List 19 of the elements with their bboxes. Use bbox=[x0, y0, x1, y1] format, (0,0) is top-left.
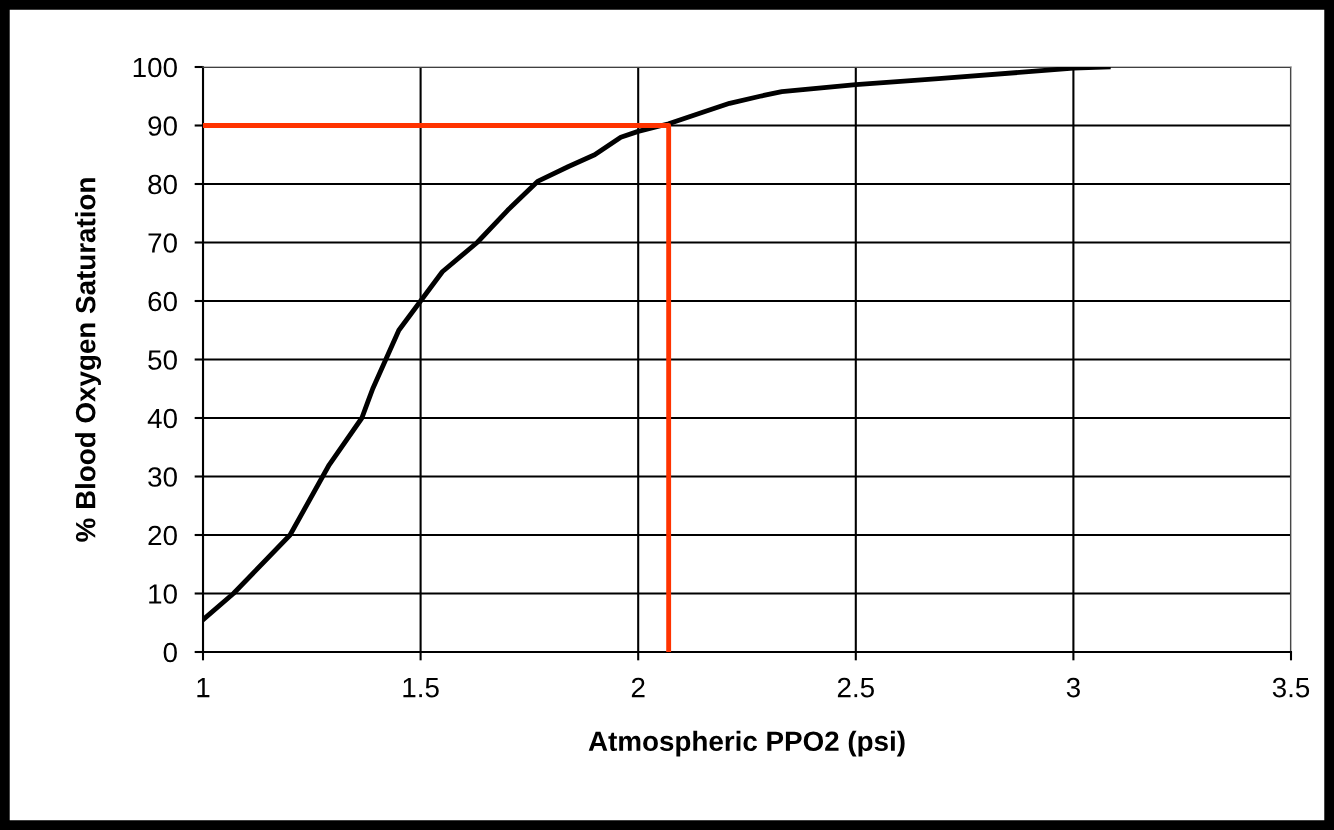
y-tick-label: 0 bbox=[163, 642, 177, 663]
y-tick-label: 90 bbox=[148, 116, 177, 136]
y-tick-label: 100 bbox=[133, 57, 177, 78]
x-tick-label: 1 bbox=[197, 678, 210, 698]
x-tick-label: 2 bbox=[631, 677, 645, 698]
y-tick-label: 50 bbox=[148, 350, 177, 370]
x-tick-label: 3.5 bbox=[1272, 677, 1310, 698]
y-tick-label: 10 bbox=[149, 584, 177, 604]
y-tick-label: 70 bbox=[148, 233, 177, 253]
y-tick-label: 60 bbox=[148, 291, 177, 312]
x-tick-label: 1.5 bbox=[403, 678, 439, 698]
x-tick-label: 2.5 bbox=[837, 677, 874, 698]
y-axis-title: % Blood Oxygen Saturation bbox=[75, 178, 102, 542]
y-tick-label: 40 bbox=[147, 408, 177, 429]
x-axis-title: Atmospheric PPO2 (psi) bbox=[588, 730, 905, 757]
y-tick-label: 20 bbox=[148, 525, 177, 546]
x-tick-label: 3 bbox=[1066, 677, 1080, 698]
y-tick-label: 80 bbox=[148, 174, 177, 195]
y-tick-label: 30 bbox=[148, 467, 177, 487]
